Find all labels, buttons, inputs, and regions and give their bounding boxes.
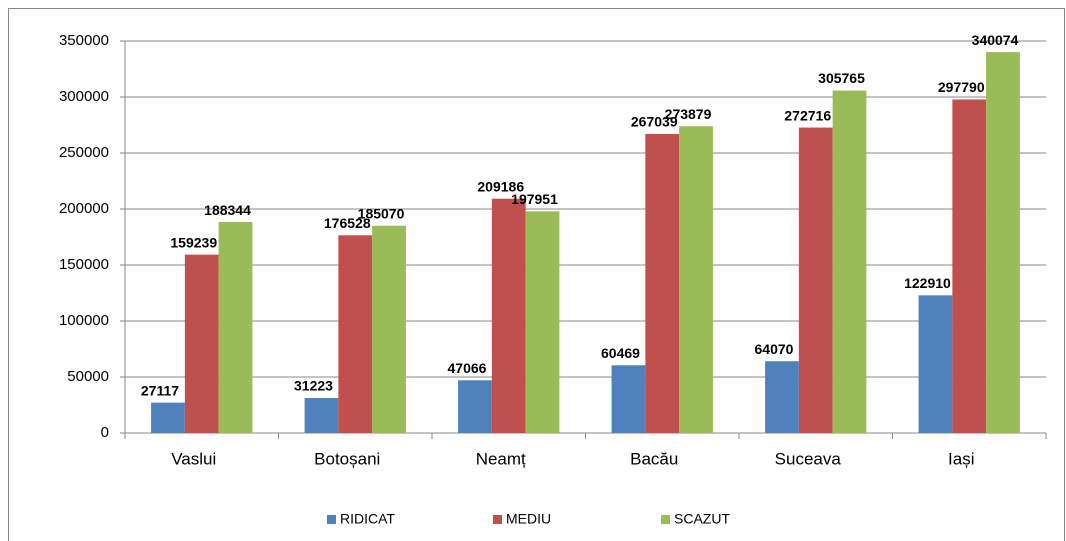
y-tick-label: 0 [101,424,109,441]
x-tick-label: Vaslui [171,449,216,468]
data-label: 27117 [141,382,179,398]
data-label: 209186 [477,178,524,194]
bar [798,127,833,434]
bar [304,398,339,433]
legend-swatch [493,515,502,524]
data-label: 122910 [904,275,951,291]
data-label: 47066 [448,360,487,376]
x-tick-label: Suceava [775,449,842,468]
data-label: 60469 [601,345,640,361]
y-tick-label: 50000 [67,368,109,385]
data-label: 340074 [972,32,1019,48]
bar [952,99,987,434]
legend-label: MEDIU [506,511,551,527]
bar [918,295,953,433]
bar [491,198,526,433]
data-label: 64070 [755,341,794,357]
data-label: 188344 [204,202,251,218]
data-label: 197951 [511,191,558,207]
x-tick-label: Bacău [630,449,678,468]
bar [986,52,1020,433]
data-label: 31223 [294,378,333,394]
bar [372,225,406,433]
bar [338,235,373,433]
bar [184,254,219,433]
bar [151,402,185,433]
y-tick-label: 350000 [59,32,109,49]
y-tick-label: 200000 [59,200,109,217]
data-label: 176528 [324,215,371,231]
bar [832,90,867,433]
bar [458,380,492,433]
legend-label: SCAZUT [674,511,730,527]
data-label: 272716 [784,107,831,123]
legend-swatch [327,515,336,524]
data-label: 297790 [938,79,985,95]
data-label: 159239 [170,234,217,250]
data-label: 267039 [631,114,678,130]
data-label: 273879 [665,106,712,122]
x-tick-label: Neamț [476,449,526,468]
x-tick-label: Botoșani [314,449,380,468]
x-tick-label: Iași [948,449,974,468]
bar [525,211,560,433]
data-label: 305765 [818,70,865,86]
y-tick-label: 250000 [59,144,109,161]
legend-swatch [661,515,670,524]
bar [645,133,680,433]
data-label: 185070 [358,205,405,221]
legend-label: RIDICAT [340,511,395,527]
y-tick-label: 150000 [59,256,109,273]
y-tick-label: 300000 [59,88,109,105]
y-tick-label: 100000 [59,312,109,329]
bar [611,365,646,433]
bar [765,361,799,433]
bar [679,126,713,433]
bar [218,222,253,433]
